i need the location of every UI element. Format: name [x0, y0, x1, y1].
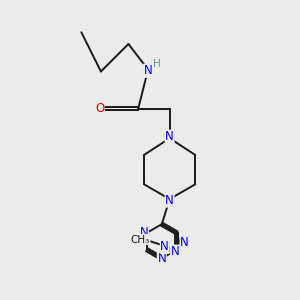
- Text: N: N: [158, 252, 166, 266]
- Text: N: N: [140, 226, 148, 238]
- Text: N: N: [165, 130, 174, 143]
- Text: H: H: [153, 59, 161, 69]
- Text: N: N: [171, 245, 179, 258]
- Text: O: O: [95, 102, 104, 115]
- Text: N: N: [180, 236, 189, 249]
- Text: N: N: [160, 240, 169, 253]
- Text: N: N: [144, 64, 152, 77]
- Text: N: N: [165, 194, 174, 207]
- Text: CH₃: CH₃: [130, 235, 150, 244]
